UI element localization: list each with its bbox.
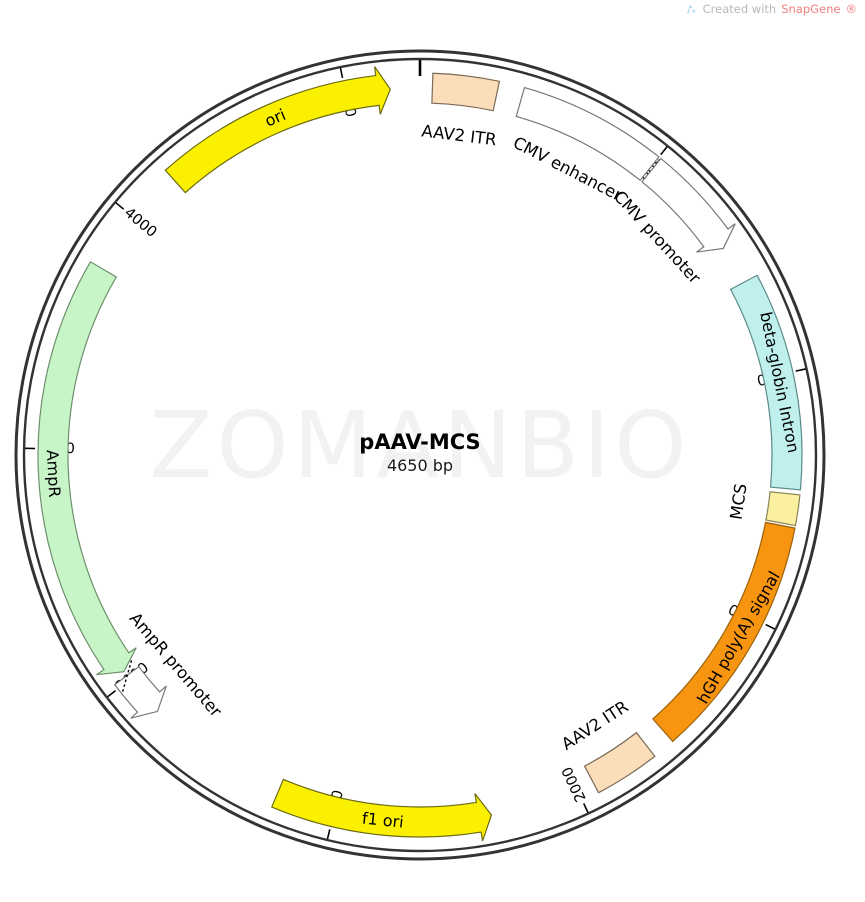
feature-hgh-poly-a-signal[interactable] <box>652 521 796 743</box>
feature-label-ampr: AmpR <box>43 449 64 498</box>
page-title: pAAV-MCS <box>359 430 480 454</box>
feature-label-aav2-itr: AAV2 ITR <box>420 121 497 149</box>
ruler-tick <box>765 623 775 630</box>
feature-f1-ori[interactable] <box>270 778 493 842</box>
ruler-tick-label: 2000 <box>559 764 589 804</box>
feature-cmv-promoter[interactable] <box>641 157 736 253</box>
feature-aav2-itr[interactable] <box>431 72 501 112</box>
plasmid-size-label: 4650 bp <box>387 456 453 475</box>
feature-beta-globin-intron[interactable] <box>729 274 803 491</box>
feature-ampr-promoter[interactable] <box>113 665 167 719</box>
ruler-tick <box>795 368 806 372</box>
backbone-circle <box>14 49 826 861</box>
plasmid-backbone <box>14 49 826 861</box>
feature-cmv-enhancer[interactable] <box>515 86 660 182</box>
backbone-circle <box>22 57 818 853</box>
feature-ori[interactable] <box>164 66 391 194</box>
snapgene-logo-icon <box>685 3 698 16</box>
snapgene-credit-prefix: Created with <box>702 2 777 16</box>
snapgene-registered-mark: ® <box>845 2 858 16</box>
ruler-tick <box>582 803 589 813</box>
ruler-tick <box>339 67 344 79</box>
ruler-tick <box>660 146 668 156</box>
plasmid-center-label: pAAV-MCS 4650 bp <box>359 430 480 475</box>
feature-annotations <box>37 66 803 842</box>
feature-label-mcs: MCS <box>727 482 751 521</box>
ruler-tick <box>326 829 331 840</box>
ampr-segment-divider <box>122 659 133 692</box>
ruler-tick <box>107 690 117 698</box>
ruler-tick <box>115 202 125 210</box>
feature-mcs[interactable] <box>765 491 801 527</box>
snapgene-brand: SnapGene <box>781 2 841 16</box>
watermark: ZOMANBIO <box>149 392 690 499</box>
ruler-tick-label: 4000 <box>121 205 160 241</box>
feature-aav2-itr-2[interactable] <box>583 731 656 794</box>
snapgene-credit: Created with SnapGene ® <box>685 2 857 16</box>
feature-label-f1-ori: f1 ori <box>361 809 404 832</box>
watermark-text: ZOMANBIO <box>149 392 690 499</box>
feature-ampr[interactable] <box>37 260 137 676</box>
